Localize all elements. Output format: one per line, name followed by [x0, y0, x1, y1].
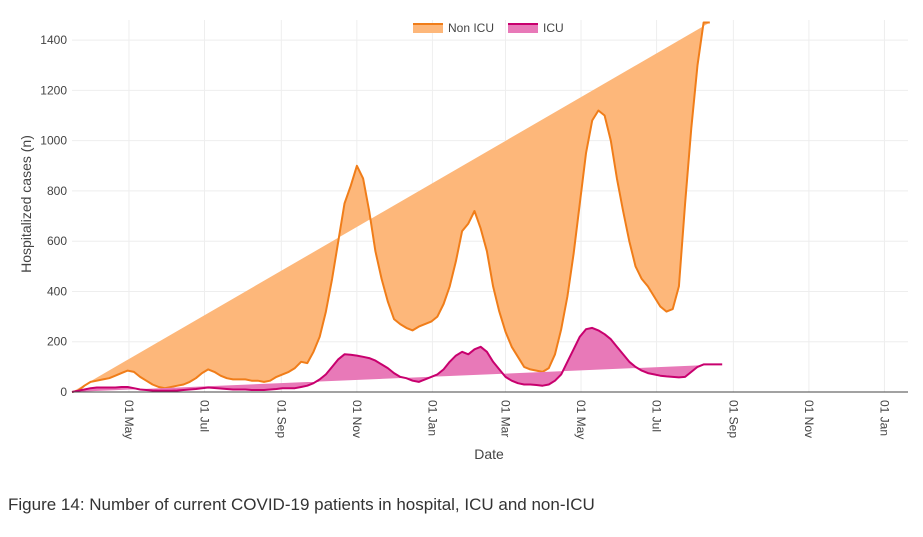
non-icu-area	[72, 22, 710, 392]
x-tick-label: 01 Jan	[425, 400, 439, 436]
x-axis-title: Date	[474, 446, 504, 462]
y-tick-label: 600	[47, 234, 67, 248]
x-tick-label: 01 Jan	[877, 400, 891, 436]
series-areas	[71, 21, 723, 393]
x-tick-labels: 01 May 01 Jul 01 Sep 01 Nov 01 Jan 01 Mar 01 M…	[122, 400, 891, 439]
x-tick-label: 01 Mar	[498, 400, 512, 437]
legend-swatch-icu	[508, 23, 538, 33]
y-tick-label: 1000	[40, 134, 67, 148]
y-tick-label: 800	[47, 184, 67, 198]
y-tick-label: 0	[60, 385, 67, 399]
y-tick-label: 1400	[40, 33, 67, 47]
legend-label-icu: ICU	[543, 21, 564, 35]
legend-swatch-non-icu	[413, 23, 443, 33]
y-tick-label: 200	[47, 335, 67, 349]
icu-area	[72, 327, 723, 392]
x-tick-label: 01 May	[574, 400, 588, 439]
x-tick-label: 01 Sep	[274, 400, 288, 438]
legend-label-non-icu: Non ICU	[448, 21, 494, 35]
y-tick-label: 400	[47, 284, 67, 298]
icu-line	[71, 326, 723, 393]
legend: Non ICU ICU	[413, 21, 564, 35]
figure-caption: Figure 14: Number of current COVID-19 pa…	[8, 495, 595, 514]
y-axis-title: Hospitalized cases (n)	[18, 135, 34, 273]
non-icu-line	[71, 21, 710, 393]
y-tick-label: 1200	[40, 83, 67, 97]
x-tick-label: 01 Nov	[802, 400, 816, 438]
x-tick-label: 01 Jul	[650, 400, 664, 432]
x-tick-label: 01 Sep	[726, 400, 740, 438]
x-tick-label: 01 May	[122, 400, 136, 439]
x-tick-label: 01 Nov	[350, 400, 364, 438]
x-tick-label: 01 Jul	[198, 400, 212, 432]
y-tick-labels: 0 200 400 600 800 1000 1200 1400	[40, 33, 67, 399]
